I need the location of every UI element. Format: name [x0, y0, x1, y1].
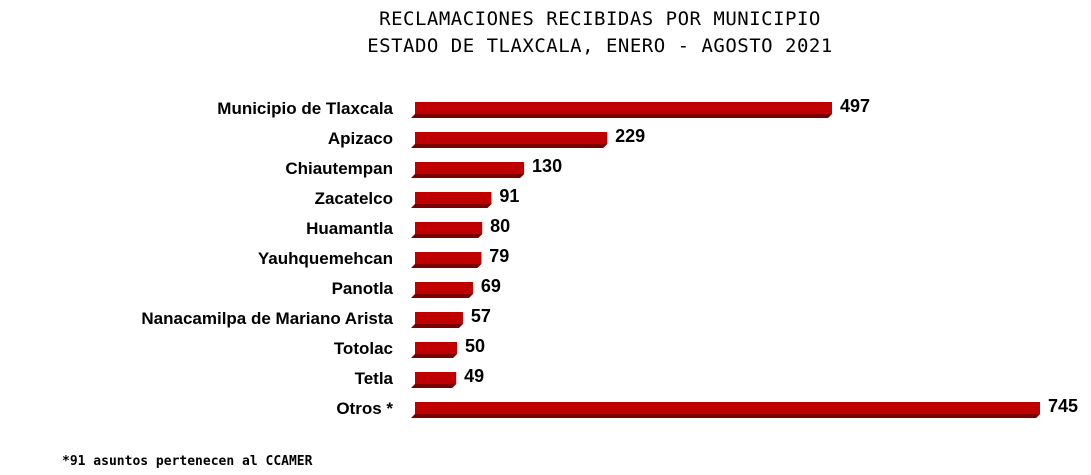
chart-title: RECLAMACIONES RECIBIDAS POR MUNICIPIO: [379, 8, 821, 30]
bar-shadow: [411, 414, 1040, 418]
chart-subtitle: ESTADO DE TLAXCALA, ENERO - AGOSTO 2021: [367, 35, 833, 57]
category-label: Nanacamilpa de Mariano Arista: [141, 309, 393, 328]
bar: [415, 282, 473, 294]
bar: [415, 192, 492, 204]
value-label: 80: [490, 216, 510, 236]
bar: [415, 372, 457, 384]
category-label: Chiautempan: [285, 159, 393, 178]
value-label: 745: [1048, 396, 1078, 416]
category-label: Municipio de Tlaxcala: [217, 99, 393, 118]
bar: [415, 342, 457, 354]
value-label: 79: [489, 246, 509, 266]
value-label: 229: [615, 126, 645, 146]
category-label: Yauhquemehcan: [258, 249, 393, 268]
category-label: Zacatelco: [315, 189, 393, 208]
footnote: *91 asuntos pertenecen al CCAMER: [62, 454, 313, 469]
category-label: Otros *: [336, 399, 393, 418]
bar-shadow: [411, 324, 463, 328]
bar-shadow: [411, 204, 492, 208]
category-label: Huamantla: [306, 219, 393, 238]
value-label: 497: [840, 96, 870, 116]
value-label: 57: [471, 306, 491, 326]
value-label: 91: [499, 186, 519, 206]
bar: [415, 312, 463, 324]
bar: [415, 102, 832, 114]
value-label: 49: [464, 366, 484, 386]
value-label: 130: [532, 156, 562, 176]
bar: [415, 402, 1040, 414]
category-label: Totolac: [334, 339, 393, 358]
bar-shadow: [411, 144, 608, 148]
category-label: Tetla: [355, 369, 394, 388]
bar-shadow: [411, 354, 457, 358]
value-label: 69: [481, 276, 501, 296]
bar-shadow: [411, 114, 832, 118]
bar-shadow: [411, 384, 457, 388]
bar: [415, 132, 608, 144]
bar-shadow: [411, 174, 525, 178]
value-label: 50: [465, 336, 485, 356]
bar-shadow: [411, 264, 482, 268]
bar: [415, 162, 525, 174]
category-label: Panotla: [332, 279, 394, 298]
bar-shadow: [411, 294, 473, 298]
bar-shadow: [411, 234, 483, 238]
bar: [415, 252, 482, 264]
bar: [415, 222, 483, 234]
bar-chart: Municipio de Tlaxcala 497 Apizaco 229 Chiaut…: [141, 96, 1078, 418]
category-label: Apizaco: [328, 129, 393, 148]
